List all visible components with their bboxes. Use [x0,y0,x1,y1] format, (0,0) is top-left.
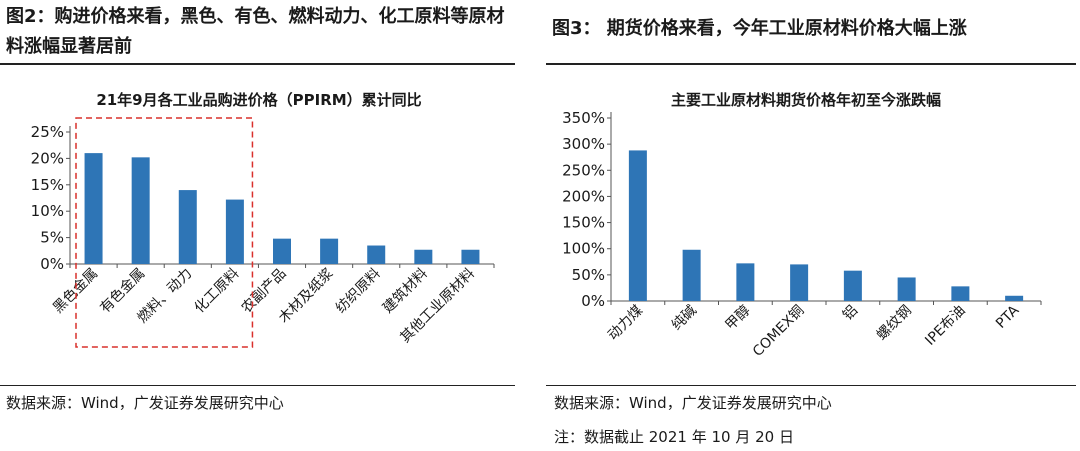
figure-2-source: 数据来源：Wind，广发证券发展研究中心 [6,394,284,412]
chart0-y-tick-label: 0% [40,255,64,273]
chart0-highlight-box [75,117,254,348]
chart1-bar [1005,295,1024,301]
figure-3-source: 数据来源：Wind，广发证券发展研究中心 [554,394,832,412]
chart1-y-tick-label: 0% [581,292,605,310]
futures-bar-chart: 主要工业原材料期货价格年初至今涨跌幅 0% 50% 100% 150% 200% 250% 3… [562,91,1042,360]
figure-3-note: 注：数据截止 2021 年 10 月 20 日 [554,428,794,446]
chart0-title: 21年9月各工业品购进价格（PPIRM）累计同比 [96,91,421,109]
chart0-y-tick-label: 5% [40,229,64,247]
chart1-y-tick-label: 300% [562,135,605,153]
chart0-bar [461,249,480,264]
chart1-category-label: 甲醇 [722,302,754,334]
chart1-bar [682,249,701,301]
chart1-category-label: 螺纹钢 [874,303,915,344]
chart1-bar [951,286,970,301]
figure-2-panel: 图2：购进价格来看，黑色、有色、燃料动力、化工原料等原材料涨幅显著居前 21年9… [0,0,518,451]
figure-2-top-rule [0,63,515,65]
chart0-bar [273,238,291,264]
figure-2-title: 图2：购进价格来看，黑色、有色、燃料动力、化工原料等原材料涨幅显著居前 [6,6,505,57]
figure-3-top-rule [546,63,1076,65]
chart1-y-tick-label: 250% [562,161,605,179]
chart1-bar [897,277,916,301]
chart0-bar [320,238,339,264]
chart0-category-label: 纺织原料 [333,266,384,317]
chart0-category-label: 化工原料 [192,266,243,317]
chart1-bar [843,270,862,301]
figure-3-panel: 图3： 期货价格来看，今年工业原材料价格大幅上涨 主要工业原材料期货价格年初至今… [546,0,1080,451]
chart1-category-label: 纯碱 [669,303,700,334]
chart0-bar [414,249,433,264]
chart1-category-label: COMEX铜 [750,303,807,360]
chart0-y-tick-label: 10% [31,202,64,220]
chart1-bar [790,264,809,301]
chart1-category-label: 铝 [840,303,861,324]
chart0-bar [367,245,386,264]
chart1-y-tick-label: 350% [562,109,605,127]
chart1-category-label: 动力煤 [605,303,646,344]
chart1-bar [628,150,647,301]
figure-2-bottom-rule [0,385,515,386]
chart0-bar [131,157,150,264]
chart0-y-tick-label: 15% [31,176,64,194]
chart0-y-tick-label: 25% [31,123,64,141]
chart1-bar [736,263,755,301]
ppirm-bar-chart: 21年9月各工业品购进价格（PPIRM）累计同比 0% 5% 10% 15% 20% 25%… [31,91,495,348]
chart1-title: 主要工业原材料期货价格年初至今涨跌幅 [671,91,941,109]
chart1-y-tick-label: 50% [572,266,605,284]
chart0-y-tick-label: 20% [31,149,64,167]
chart0-bar [225,199,244,264]
chart1-y-tick-label: 200% [562,187,605,205]
chart1-category-label: PTA [993,302,1023,332]
chart1-y-tick-label: 150% [562,214,605,232]
chart0-bar [178,190,197,264]
figure-3-bottom-rule [546,385,1076,386]
chart1-category-label: IPE布油 [922,303,968,349]
chart0-bar [84,153,103,264]
chart1-y-tick-label: 100% [562,240,605,258]
figure-3-title: 图3： 期货价格来看，今年工业原材料价格大幅上涨 [552,18,967,39]
